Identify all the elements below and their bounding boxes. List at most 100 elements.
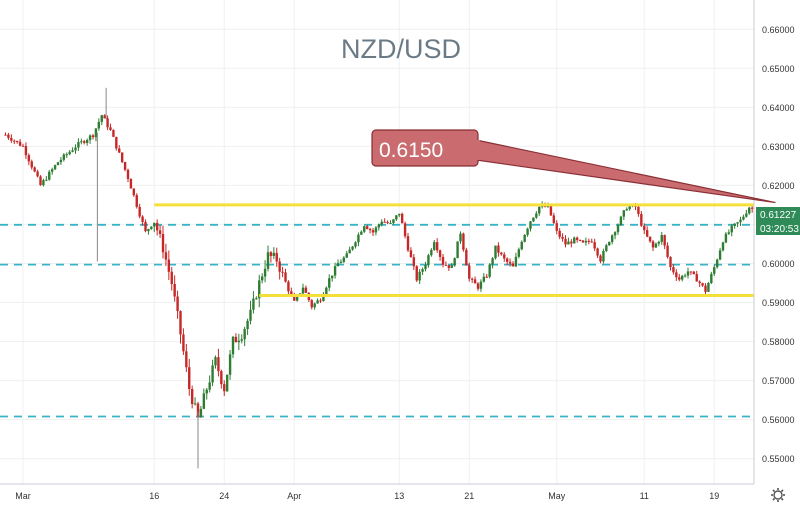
- last-price-badge: 0.61227 03:20:53: [756, 207, 800, 235]
- candle-body: [383, 221, 386, 223]
- price-axis[interactable]: [754, 0, 800, 484]
- candle-body: [508, 261, 512, 264]
- candle-body: [357, 234, 360, 243]
- candle-body: [351, 246, 354, 250]
- candle-body: [120, 152, 124, 163]
- candle-body: [701, 283, 704, 286]
- candle-body: [564, 238, 567, 245]
- candle-body: [313, 303, 316, 308]
- candle-body: [170, 271, 173, 284]
- price-axis-ticks: 0.660000.650000.640000.630000.620000.610…: [762, 25, 795, 464]
- candle-body: [202, 393, 206, 409]
- candle-body: [479, 281, 483, 289]
- candle-body: [272, 252, 276, 256]
- candle-body: [255, 298, 258, 300]
- candle-body: [50, 169, 54, 172]
- candle-body: [363, 226, 366, 232]
- candle-body: [494, 245, 497, 259]
- candle-body: [587, 240, 591, 242]
- candle-body: [433, 242, 436, 250]
- candle-body: [666, 245, 669, 257]
- candle-body: [599, 255, 602, 262]
- x-tick-label: 21: [464, 491, 474, 501]
- candle-body: [730, 225, 733, 233]
- candle-body: [395, 215, 398, 220]
- candle-body: [354, 242, 357, 247]
- candle-body: [27, 155, 31, 162]
- candle-body: [581, 240, 585, 243]
- candle-body: [532, 217, 535, 222]
- candle-body: [85, 140, 89, 143]
- candle-body: [523, 234, 526, 242]
- candle-body: [651, 241, 655, 248]
- candle-body: [412, 257, 416, 267]
- candle-body: [640, 213, 643, 226]
- callout-joint: [476, 140, 480, 160]
- candle-body: [290, 291, 293, 295]
- candle-body: [59, 159, 63, 163]
- candle-body: [403, 223, 407, 237]
- last-price-bg: [756, 207, 800, 221]
- candle-body: [538, 206, 541, 214]
- x-tick-label: Mar: [15, 491, 31, 501]
- candle-body: [745, 213, 748, 217]
- gear-icon[interactable]: [771, 488, 785, 502]
- candle-body: [237, 340, 241, 343]
- candle-body: [468, 265, 471, 279]
- candle-body: [742, 216, 745, 220]
- price-callout[interactable]: 0.6150: [371, 129, 776, 204]
- candle-body: [328, 278, 331, 288]
- candle-body: [243, 329, 246, 340]
- candle-body: [555, 223, 558, 231]
- candle-body: [281, 271, 284, 273]
- y-tick-label: 0.56000: [762, 415, 795, 425]
- candle-body: [628, 206, 631, 210]
- candle-body: [459, 233, 462, 242]
- candle-body: [406, 236, 410, 251]
- candle-body: [266, 252, 270, 269]
- candle-body: [371, 230, 375, 233]
- candle-body: [497, 245, 500, 253]
- candle-body: [348, 249, 351, 254]
- candle-body: [45, 179, 48, 181]
- candle-body: [637, 206, 640, 214]
- candle-body: [94, 128, 98, 138]
- candle-body: [704, 285, 707, 292]
- candle-body: [724, 233, 728, 243]
- candle-body: [56, 162, 60, 166]
- candle-body: [185, 351, 188, 368]
- candle-body: [304, 287, 308, 293]
- x-tick-label: May: [548, 491, 566, 501]
- candle-body: [739, 219, 742, 223]
- candle-body: [444, 264, 448, 266]
- candle-body: [106, 118, 109, 128]
- candle-body: [231, 336, 235, 355]
- trend-lines: [154, 203, 800, 297]
- candle-body: [669, 256, 672, 268]
- candle-body: [295, 295, 299, 301]
- candle-body: [380, 221, 383, 225]
- candle-body: [138, 206, 141, 217]
- y-tick-label: 0.65000: [762, 64, 795, 74]
- candle-body: [342, 257, 346, 262]
- candle-body: [260, 276, 264, 281]
- candle-body: [672, 267, 675, 273]
- candle-body: [503, 254, 506, 259]
- candle-body: [91, 135, 95, 138]
- candle-body: [558, 230, 561, 237]
- candle-body: [427, 255, 430, 266]
- candle-body: [430, 249, 433, 256]
- time-axis[interactable]: [0, 484, 800, 508]
- y-tick-label: 0.57000: [762, 376, 795, 386]
- candle-body: [269, 252, 273, 256]
- candle-body: [240, 339, 243, 341]
- candle-body: [83, 141, 86, 143]
- candle-body: [30, 161, 33, 168]
- candle-body: [310, 300, 313, 308]
- candle-body: [21, 145, 25, 147]
- candle-body: [710, 273, 713, 284]
- candle-body: [77, 142, 80, 148]
- candle-body: [53, 165, 57, 170]
- candle-body: [485, 276, 488, 278]
